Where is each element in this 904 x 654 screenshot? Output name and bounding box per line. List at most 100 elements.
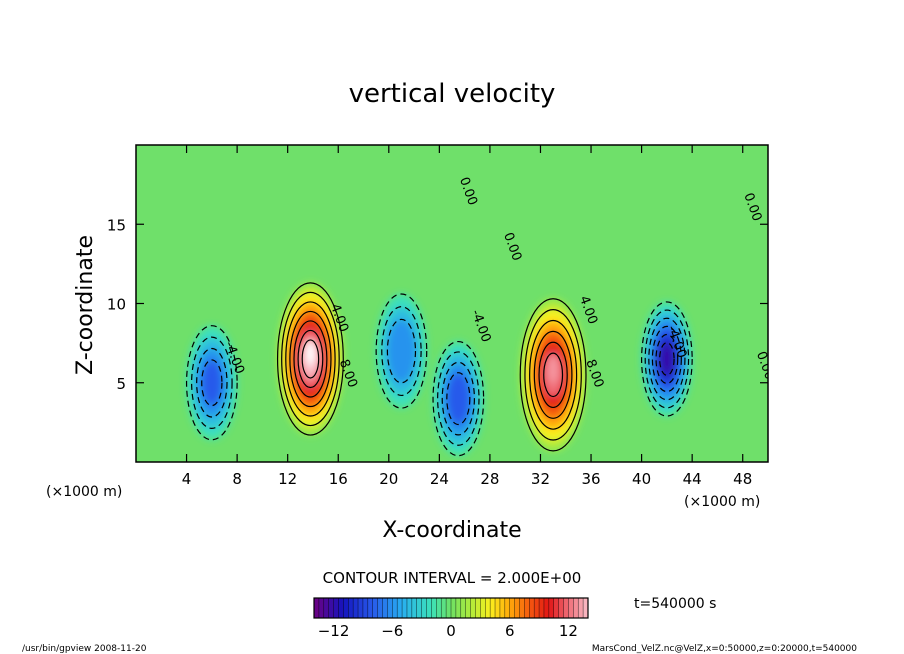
colorbar-cell-39 (504, 598, 511, 618)
colorbar-cell-33 (475, 598, 481, 618)
colorbar-cell-11 (367, 598, 374, 618)
colorbar-cell-26 (441, 598, 447, 618)
colorbar-cell-52 (568, 598, 574, 618)
colorbar-cell-4 (333, 598, 339, 618)
colorbar-cell-6 (343, 598, 349, 618)
contour-line-0-8 (289, 310, 332, 408)
contour-line-0-4 (281, 291, 340, 427)
x-tick-label-11: 48 (733, 470, 752, 488)
y-tick-label-0: 5 (116, 375, 126, 393)
contour-line-1-6 (529, 319, 578, 430)
colorbar-cell-18 (402, 598, 408, 618)
time-label: t=540000 s (634, 596, 716, 612)
colorbar-cell-29 (455, 598, 462, 618)
colorbar-cell-19 (406, 598, 413, 618)
colorbar-cell-2 (323, 598, 329, 618)
colorbar-cell-53 (573, 598, 579, 618)
colorbar-cell-17 (397, 598, 403, 618)
contour-line-5-10 (655, 333, 679, 385)
contour-line-2-8 (201, 359, 223, 407)
colorbar-cell-36 (490, 598, 496, 618)
contour-line-0-10 (293, 320, 328, 398)
colorbar-tick-label-2: 0 (446, 622, 456, 640)
contour-line-3-6 (386, 318, 417, 384)
colorbar-cell-10 (362, 598, 369, 618)
colorbar-cell-44 (529, 598, 535, 618)
x-tick-label-10: 44 (683, 470, 702, 488)
colorbar-cell-9 (358, 598, 364, 618)
colorbar-cell-13 (377, 598, 383, 618)
colorbar-cell-16 (392, 598, 398, 618)
colorbar-cell-43 (524, 598, 530, 618)
contour-line-1-4 (524, 309, 582, 441)
colorbar-cell-42 (519, 598, 525, 618)
x-tick-label-9: 40 (632, 470, 651, 488)
x-tick-label-4: 20 (379, 470, 398, 488)
colorbar-cell-14 (382, 598, 388, 618)
contour-line-0-14 (301, 339, 320, 379)
colorbar-tick-label-0: −12 (318, 622, 350, 640)
contour-line-4-8 (446, 372, 471, 426)
colorbar-cell-8 (353, 598, 359, 618)
colorbar-cell-46 (539, 598, 545, 618)
colorbar-cell-47 (543, 598, 550, 618)
field-level-4-8 (446, 372, 470, 425)
colorbar-cell-7 (348, 598, 354, 618)
field-core-1 (547, 354, 559, 384)
x-unit-left: (×1000 m) (46, 484, 122, 500)
colorbar-cell-40 (509, 598, 515, 618)
contour-line-4-4 (437, 351, 480, 446)
x-tick-label-6: 28 (480, 470, 499, 488)
colorbar-cell-25 (436, 598, 442, 618)
contour-line-0-2 (276, 282, 344, 436)
contour-line-0-6 (285, 301, 336, 417)
colorbar (313, 597, 589, 619)
field-level-5-12 (659, 342, 675, 376)
colorbar-cell-38 (499, 598, 506, 618)
footer-left: /usr/bin/gpview 2008-11-20 (22, 644, 147, 654)
colorbar-cell-28 (451, 598, 457, 618)
x-unit-right: (×1000 m) (684, 494, 760, 510)
field-core-0 (305, 340, 316, 366)
y-tick-label-2: 15 (107, 216, 126, 234)
x-tick-label-2: 12 (278, 470, 297, 488)
colorbar-cell-50 (558, 598, 564, 618)
x-axis: 4 8 12 16 20 24 28 32 36 40 44 48 (182, 145, 752, 488)
contour-line-2-4 (191, 336, 233, 429)
colorbar-cell-23 (426, 598, 432, 618)
colorbar-cell-35 (485, 598, 491, 618)
plot-field: 0.000.000.000.00-4.004.008.00-4.00 4.008.… (136, 145, 768, 462)
contour-line-1-8 (533, 330, 573, 419)
colorbar-cell-5 (338, 598, 344, 618)
contour-line-5-2 (640, 301, 693, 417)
contour-line-1-10 (538, 341, 568, 409)
x-tick-label-3: 16 (329, 470, 348, 488)
contour-line-4-2 (432, 340, 485, 457)
colorbar-cell-51 (563, 598, 569, 618)
colorbar-cell-27 (446, 598, 452, 618)
chart-title: vertical velocity (349, 79, 556, 109)
field-level-3-6 (387, 319, 416, 383)
x-tick-label-5: 24 (430, 470, 449, 488)
contour-line-1-2 (519, 298, 587, 452)
colorbar-cell-12 (372, 598, 378, 618)
colorbar-cell-49 (553, 598, 559, 618)
x-tick-label-0: 4 (182, 470, 192, 488)
contour-line-5-6 (648, 317, 686, 401)
x-tick-label-1: 8 (232, 470, 242, 488)
y-axis: 5 10 15 (107, 216, 768, 393)
footer-right: MarsCond_VelZ.nc@VelZ,x=0:50000,z=0:2000… (592, 644, 857, 654)
x-axis-label: X-coordinate (382, 518, 521, 543)
y-tick-label-1: 10 (107, 296, 126, 314)
colorbar-cell-55 (583, 598, 589, 618)
y-axis-label: Z-coordinate (73, 235, 98, 375)
x-tick-label-7: 32 (531, 470, 550, 488)
colorbar-tick-label-4: 12 (559, 622, 578, 640)
colorbar-cell-20 (411, 598, 418, 618)
colorbar-cell-45 (534, 598, 540, 618)
contour-line-5-4 (644, 309, 690, 409)
colorbar-cell-15 (387, 598, 393, 618)
field-level-2-8 (201, 359, 222, 406)
colorbar-tick-label-1: −6 (381, 622, 403, 640)
